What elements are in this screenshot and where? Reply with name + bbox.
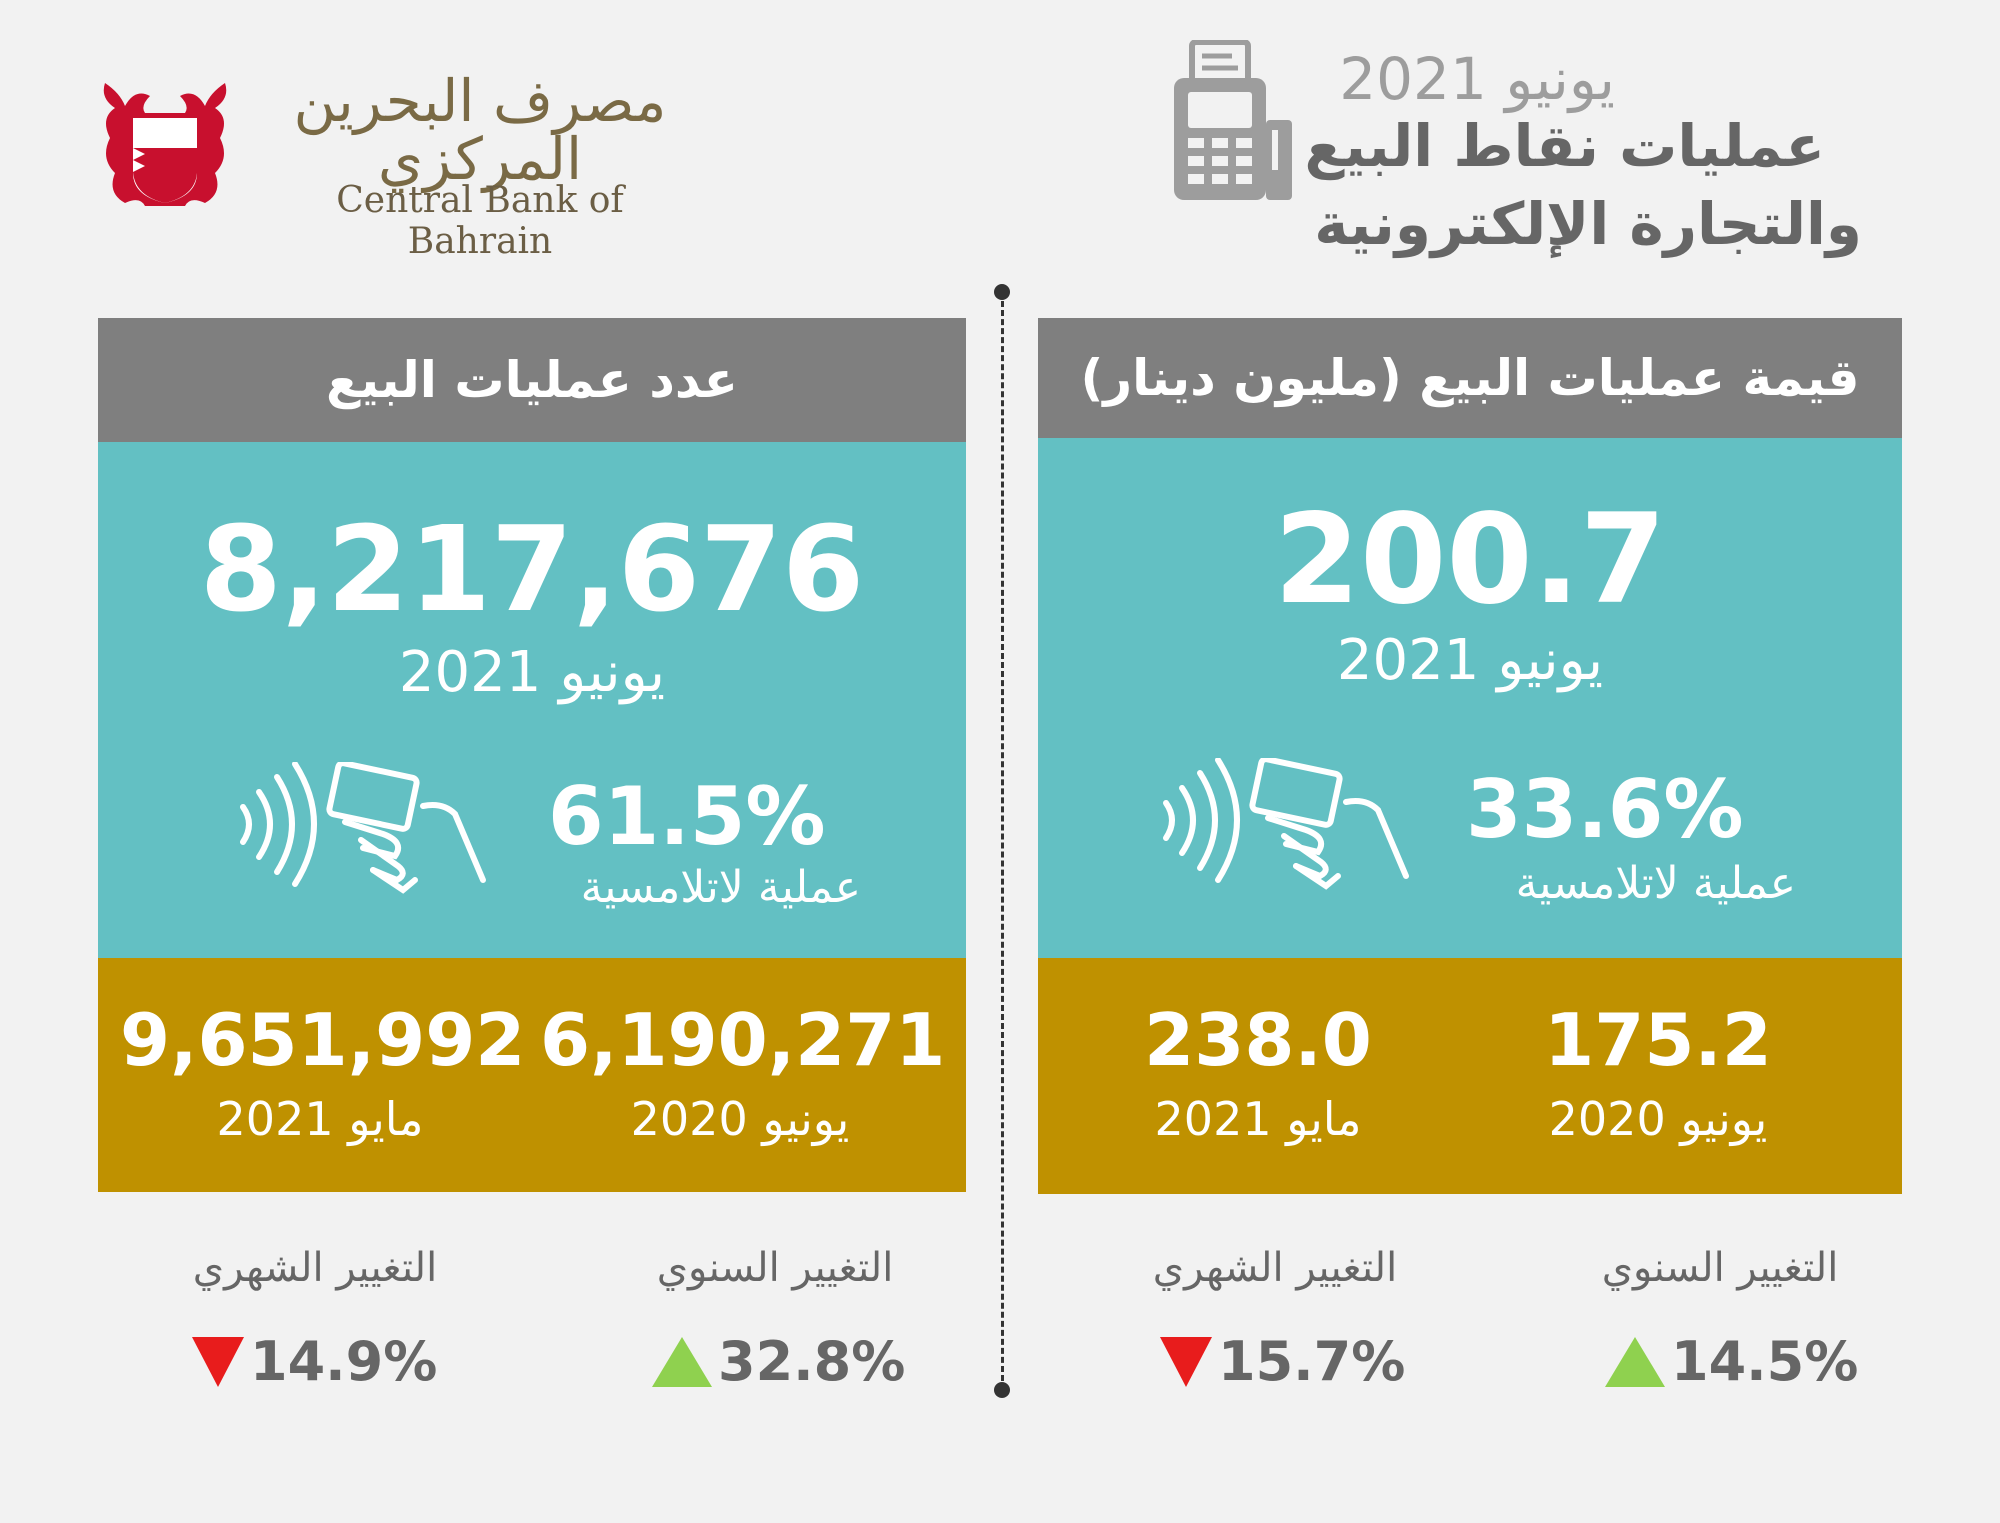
value-yoy-label: التغيير السنوي: [1601, 1245, 1839, 1291]
count-contactless-label: عملية لاتلامسية: [580, 862, 861, 913]
value-contactless-pct: 33.6%: [1466, 763, 1744, 856]
value-contactless-label: عملية لاتلامسية: [1515, 858, 1796, 909]
bahrain-crest-logo: [103, 83, 227, 206]
value-prev-year-date: يونيو 2020: [1548, 1092, 1768, 1146]
value-prev-year-number: 175.2: [1544, 998, 1772, 1082]
value-mom-change: 15.7%: [1160, 1330, 1405, 1393]
value-panel-comparisons: 175.2 يونيو 2020 238.0 مايو 2021: [1038, 958, 1902, 1194]
header-date: يونيو 2021: [1339, 45, 1615, 113]
count-panel-comparisons: 6,190,271 يونيو 2020 9,651,992 مايو 2021: [98, 958, 966, 1192]
count-main-number: 8,217,676: [199, 500, 865, 638]
count-yoy-change: 32.8%: [652, 1330, 905, 1393]
count-prev-year-date: يونيو 2020: [630, 1092, 850, 1146]
up-arrow-icon: [652, 1336, 712, 1387]
count-yoy-label: التغيير السنوي: [656, 1245, 894, 1291]
value-mom-change-text: 15.7%: [1218, 1330, 1406, 1393]
count-prev-year-number: 6,190,271: [540, 998, 946, 1082]
count-comparison-yoy: 6,190,271 يونيو 2020: [540, 998, 946, 1146]
value-comparison-mom: 238.0 مايو 2021: [1078, 998, 1438, 1146]
value-main-number: 200.7: [1273, 488, 1667, 632]
count-prev-month-date: مايو 2021: [216, 1092, 424, 1146]
count-prev-month-number: 9,651,992: [120, 998, 526, 1082]
count-main-date: يونيو 2021: [398, 640, 666, 705]
contactless-card-icon: [240, 762, 486, 894]
divider-dot-top: [994, 284, 1010, 300]
count-contactless-pct: 61.5%: [548, 770, 826, 863]
count-panel-main: 8,217,676 يونيو 2021 61.5% عملية لاتلامس…: [98, 442, 966, 958]
header-title-line2: والتجارة الإلكترونية: [1314, 190, 1862, 258]
up-arrow-icon: [1605, 1336, 1665, 1387]
value-main-date: يونيو 2021: [1336, 628, 1604, 693]
contactless-card-icon: [1163, 758, 1409, 890]
down-arrow-icon: [192, 1336, 244, 1387]
value-yoy-change-text: 14.5%: [1671, 1330, 1859, 1393]
bank-name-english: Central Bank of Bahrain: [336, 180, 624, 262]
divider-dot-bottom: [994, 1382, 1010, 1398]
value-prev-month-date: مايو 2021: [1154, 1092, 1362, 1146]
pos-terminal-icon: [1174, 40, 1292, 200]
bank-name-arabic: مصرف البحرين المركزي: [293, 67, 667, 193]
count-mom-label: التغيير الشهري: [192, 1245, 438, 1291]
value-mom-label: التغيير الشهري: [1152, 1245, 1398, 1291]
count-mom-change-text: 14.9%: [250, 1330, 438, 1393]
count-yoy-change-text: 32.8%: [718, 1330, 906, 1393]
count-comparison-mom: 9,651,992 مايو 2021: [120, 998, 526, 1146]
center-divider: [1001, 292, 1004, 1390]
count-panel-heading: عدد عمليات البيع: [98, 318, 966, 442]
value-yoy-change: 14.5%: [1605, 1330, 1858, 1393]
value-comparison-yoy: 175.2 يونيو 2020: [1478, 998, 1838, 1146]
header-title-line1: عمليات نقاط البيع: [1304, 112, 1825, 180]
value-panel-main: 200.7 يونيو 2021 33.6% عملية لاتلامسية: [1038, 438, 1902, 958]
count-mom-change: 14.9%: [192, 1330, 437, 1393]
value-panel-heading: قيمة عمليات البيع (مليون دينار): [1038, 318, 1902, 438]
down-arrow-icon: [1160, 1336, 1212, 1387]
value-prev-month-number: 238.0: [1144, 998, 1372, 1082]
